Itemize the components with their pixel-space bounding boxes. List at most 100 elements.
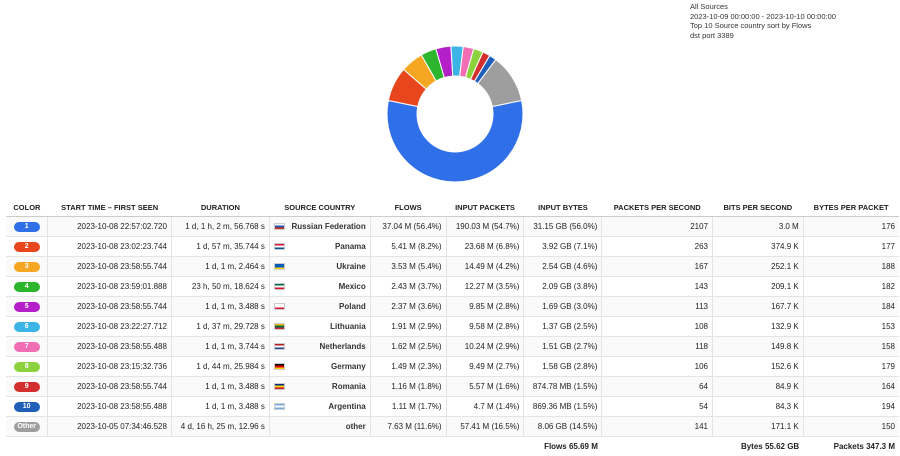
flows-cell: 2.43 M (3.7%) [370, 277, 446, 297]
pps-cell: 54 [602, 397, 713, 417]
bpp-cell: 164 [803, 377, 899, 397]
start-time-cell: 2023-10-05 07:34:46.528 [48, 417, 172, 437]
col-duration[interactable]: DURATION [171, 198, 269, 217]
bps-cell: 84.9 K [713, 377, 804, 397]
start-time-cell: 2023-10-08 23:59:01.888 [48, 277, 172, 297]
bps-cell: 171.1 K [713, 417, 804, 437]
country-name: Ukraine [336, 262, 365, 271]
col-bytes-per-packet[interactable]: BYTES PER PACKET [803, 198, 899, 217]
country-cell: Lithuania [269, 317, 370, 337]
start-time-cell: 2023-10-08 23:15:32.736 [48, 357, 172, 377]
flows-cell: 5.41 M (8.2%) [370, 237, 446, 257]
donut-chart [375, 30, 535, 200]
color-cell: 5 [6, 297, 48, 317]
total-packets: Packets 347.3 M [803, 437, 899, 456]
color-badge[interactable]: Other [14, 422, 40, 432]
country-name: Lithuania [330, 322, 366, 331]
color-badge[interactable]: 7 [14, 342, 40, 352]
col-color[interactable]: COLOR [6, 198, 48, 217]
flows-cell: 1.49 M (2.3%) [370, 357, 446, 377]
report-info: All Sources 2023-10-09 00:00:00 - 2023-1… [690, 2, 836, 40]
col-input-packets[interactable]: INPUT PACKETS [446, 198, 524, 217]
flag-icon [274, 263, 285, 270]
input-bytes-cell: 2.54 GB (4.6%) [524, 257, 602, 277]
pps-cell: 113 [602, 297, 713, 317]
duration-cell: 1 d, 1 m, 3.488 s [171, 397, 269, 417]
col-packets-per-second[interactable]: PACKETS PER SECOND [602, 198, 713, 217]
flag-icon [274, 363, 285, 370]
col-start-time[interactable]: START TIME – FIRST SEEN [48, 198, 172, 217]
pps-cell: 143 [602, 277, 713, 297]
bps-cell: 167.7 K [713, 297, 804, 317]
donut-slice-russian-federation[interactable] [387, 101, 523, 182]
bps-cell: 152.6 K [713, 357, 804, 377]
country-name: Russian Federation [291, 222, 365, 231]
start-time-cell: 2023-10-08 23:58:55.744 [48, 297, 172, 317]
input-bytes-cell: 1.37 GB (2.5%) [524, 317, 602, 337]
country-cell: Argentina [269, 397, 370, 417]
info-time-range: 2023-10-09 00:00:00 - 2023-10-10 00:00:0… [690, 12, 836, 22]
color-badge[interactable]: 10 [14, 402, 40, 412]
color-badge[interactable]: 4 [14, 282, 40, 292]
input-bytes-cell: 31.15 GB (56.0%) [524, 217, 602, 237]
input-bytes-cell: 3.92 GB (7.1%) [524, 237, 602, 257]
color-badge[interactable]: 9 [14, 382, 40, 392]
info-source: All Sources [690, 2, 836, 12]
pps-cell: 141 [602, 417, 713, 437]
bps-cell: 84.3 K [713, 397, 804, 417]
bpp-cell: 176 [803, 217, 899, 237]
pps-cell: 167 [602, 257, 713, 277]
col-input-bytes[interactable]: INPUT BYTES [524, 198, 602, 217]
col-source-country[interactable]: SOURCE COUNTRY [269, 198, 370, 217]
input-packets-cell: 12.27 M (3.5%) [446, 277, 524, 297]
pps-cell: 106 [602, 357, 713, 377]
input-packets-cell: 23.68 M (6.8%) [446, 237, 524, 257]
color-cell: 6 [6, 317, 48, 337]
country-cell: Mexico [269, 277, 370, 297]
bpp-cell: 158 [803, 337, 899, 357]
flag-icon [274, 243, 285, 250]
input-packets-cell: 57.41 M (16.5%) [446, 417, 524, 437]
country-name: Netherlands [319, 342, 365, 351]
input-packets-cell: 5.57 M (1.6%) [446, 377, 524, 397]
bps-cell: 132.9 K [713, 317, 804, 337]
flows-cell: 3.53 M (5.4%) [370, 257, 446, 277]
color-cell: 8 [6, 357, 48, 377]
color-cell: 9 [6, 377, 48, 397]
pps-cell: 2107 [602, 217, 713, 237]
bpp-cell: 182 [803, 277, 899, 297]
duration-cell: 1 d, 57 m, 35.744 s [171, 237, 269, 257]
country-cell: Germany [269, 357, 370, 377]
start-time-cell: 2023-10-08 23:22:27.712 [48, 317, 172, 337]
flag-icon [274, 383, 285, 390]
country-cell: Panama [269, 237, 370, 257]
bpp-cell: 150 [803, 417, 899, 437]
color-badge[interactable]: 5 [14, 302, 40, 312]
color-cell: 7 [6, 337, 48, 357]
bps-cell: 149.8 K [713, 337, 804, 357]
pps-cell: 118 [602, 337, 713, 357]
color-badge[interactable]: 3 [14, 262, 40, 272]
col-flows[interactable]: FLOWS [370, 198, 446, 217]
country-name: Poland [339, 302, 366, 311]
color-badge[interactable]: 1 [14, 222, 40, 232]
col-bits-per-second[interactable]: BITS PER SECOND [713, 198, 804, 217]
color-badge[interactable]: 6 [14, 322, 40, 332]
country-cell: Netherlands [269, 337, 370, 357]
flows-cell: 1.11 M (1.7%) [370, 397, 446, 417]
color-badge[interactable]: 8 [14, 362, 40, 372]
color-badge[interactable]: 2 [14, 242, 40, 252]
duration-cell: 4 d, 16 h, 25 m, 12.96 s [171, 417, 269, 437]
table-header-row: COLOR START TIME – FIRST SEEN DURATION S… [6, 198, 899, 217]
